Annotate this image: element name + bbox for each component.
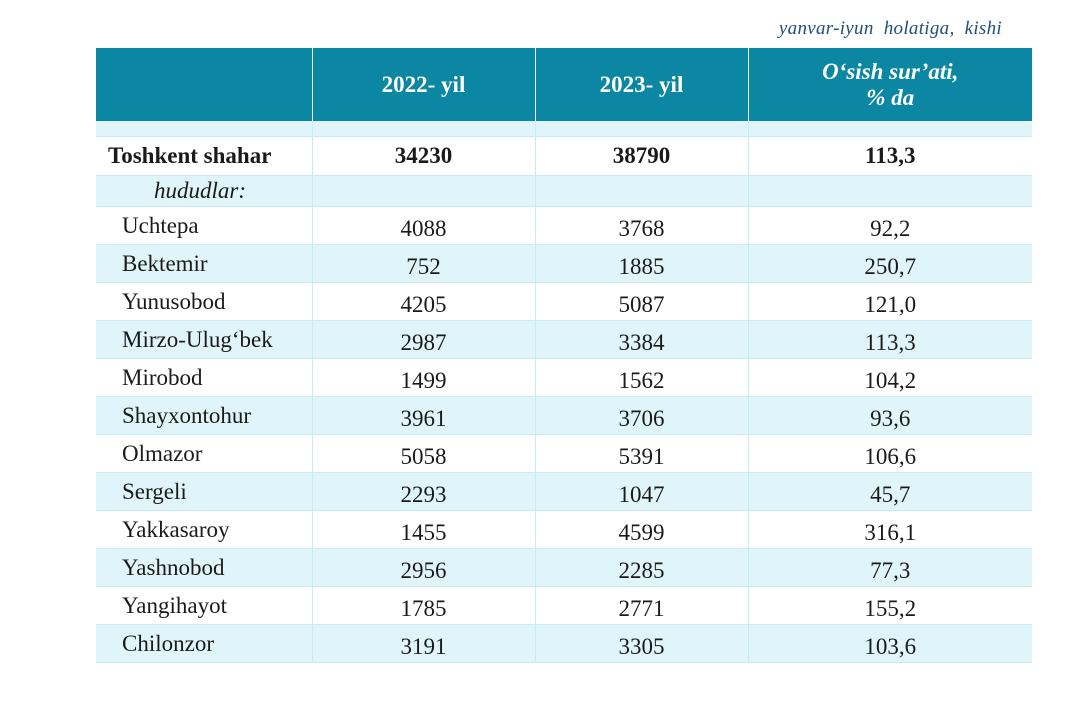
table-row: Chilonzor 3191 3305 103,6	[96, 624, 1032, 663]
value-2022: 2987	[311, 320, 535, 359]
value-2023: 5087	[534, 282, 748, 321]
value-2022: 3961	[311, 396, 535, 435]
growth-rate: 316,1	[747, 510, 1032, 549]
growth-rate: 104,2	[747, 358, 1032, 397]
statistics-table: 2022- yil 2023- yil O‘sish sur’ati, % da…	[96, 48, 1032, 663]
district-name: Bektemir	[96, 244, 312, 283]
value-2022: 4088	[311, 206, 535, 245]
value-2022: 752	[311, 244, 535, 283]
header-2022: 2022- yil	[311, 48, 535, 121]
spacer-cell	[96, 121, 312, 137]
subheading-empty	[534, 175, 748, 207]
subheading-empty	[311, 175, 535, 207]
subheading-label: hududlar:	[96, 175, 312, 207]
spacer-row	[96, 121, 1032, 137]
table-row: Yakkasaroy 1455 4599 316,1	[96, 510, 1032, 549]
table-row: Olmazor 5058 5391 106,6	[96, 434, 1032, 473]
district-name: Chilonzor	[96, 624, 312, 663]
value-2023: 3706	[534, 396, 748, 435]
value-2023: 1047	[534, 472, 748, 511]
value-2023: 1885	[534, 244, 748, 283]
value-2022: 2956	[311, 548, 535, 587]
spacer-cell	[311, 121, 535, 137]
value-2022: 5058	[311, 434, 535, 473]
value-2023: 3768	[534, 206, 748, 245]
subheading-empty	[747, 175, 1032, 207]
district-name: Olmazor	[96, 434, 312, 473]
district-name: Mirobod	[96, 358, 312, 397]
subheading-row: hududlar:	[96, 175, 1032, 207]
header-growth-line1: O‘sish sur’ati,	[822, 58, 959, 84]
value-2022: 1455	[311, 510, 535, 549]
district-name: Yunusobod	[96, 282, 312, 321]
district-name: Yangihayot	[96, 586, 312, 625]
total-row: Toshkent shahar 34230 38790 113,3	[96, 136, 1032, 176]
total-2023: 38790	[534, 136, 748, 176]
value-2023: 3305	[534, 624, 748, 663]
growth-rate: 113,3	[747, 320, 1032, 359]
spacer-cell	[747, 121, 1032, 137]
growth-rate: 106,6	[747, 434, 1032, 473]
total-2022: 34230	[311, 136, 535, 176]
district-name: Yashnobod	[96, 548, 312, 587]
header-region	[96, 48, 312, 121]
table-row: Mirzo-Ulug‘bek 2987 3384 113,3	[96, 320, 1032, 359]
growth-rate: 45,7	[747, 472, 1032, 511]
growth-rate: 103,6	[747, 624, 1032, 663]
table-row: Bektemir 752 1885 250,7	[96, 244, 1032, 283]
growth-rate: 250,7	[747, 244, 1032, 283]
value-2023: 4599	[534, 510, 748, 549]
table-row: Yunusobod 4205 5087 121,0	[96, 282, 1032, 321]
district-name: Mirzo-Ulug‘bek	[96, 320, 312, 359]
value-2022: 4205	[311, 282, 535, 321]
spacer-cell	[534, 121, 748, 137]
growth-rate: 121,0	[747, 282, 1032, 321]
value-2023: 2771	[534, 586, 748, 625]
value-2022: 1785	[311, 586, 535, 625]
value-2022: 1499	[311, 358, 535, 397]
table-row: Sergeli 2293 1047 45,7	[96, 472, 1032, 511]
growth-rate: 92,2	[747, 206, 1032, 245]
header-2023: 2023- yil	[534, 48, 748, 121]
table-row: Yangihayot 1785 2771 155,2	[96, 586, 1032, 625]
district-name: Shayxontohur	[96, 396, 312, 435]
table-row: Uchtepa 4088 3768 92,2	[96, 206, 1032, 245]
district-name: Uchtepa	[96, 206, 312, 245]
value-2023: 3384	[534, 320, 748, 359]
growth-rate: 77,3	[747, 548, 1032, 587]
growth-rate: 155,2	[747, 586, 1032, 625]
value-2023: 1562	[534, 358, 748, 397]
district-name: Sergeli	[96, 472, 312, 511]
district-name: Yakkasaroy	[96, 510, 312, 549]
value-2022: 2293	[311, 472, 535, 511]
header-growth-line2: % da	[866, 84, 915, 110]
total-name: Toshkent shahar	[96, 136, 312, 176]
value-2022: 3191	[311, 624, 535, 663]
table-row: Yashnobod 2956 2285 77,3	[96, 548, 1032, 587]
value-2023: 2285	[534, 548, 748, 587]
header-growth-rate: O‘sish sur’ati, % da	[747, 48, 1032, 121]
table-row: Mirobod 1499 1562 104,2	[96, 358, 1032, 397]
total-growth: 113,3	[747, 136, 1032, 176]
unit-note: yanvar-iyun holatiga, kishi	[778, 18, 1002, 39]
value-2023: 5391	[534, 434, 748, 473]
table-header-row: 2022- yil 2023- yil O‘sish sur’ati, % da	[96, 48, 1032, 121]
growth-rate: 93,6	[747, 396, 1032, 435]
table-row: Shayxontohur 3961 3706 93,6	[96, 396, 1032, 435]
